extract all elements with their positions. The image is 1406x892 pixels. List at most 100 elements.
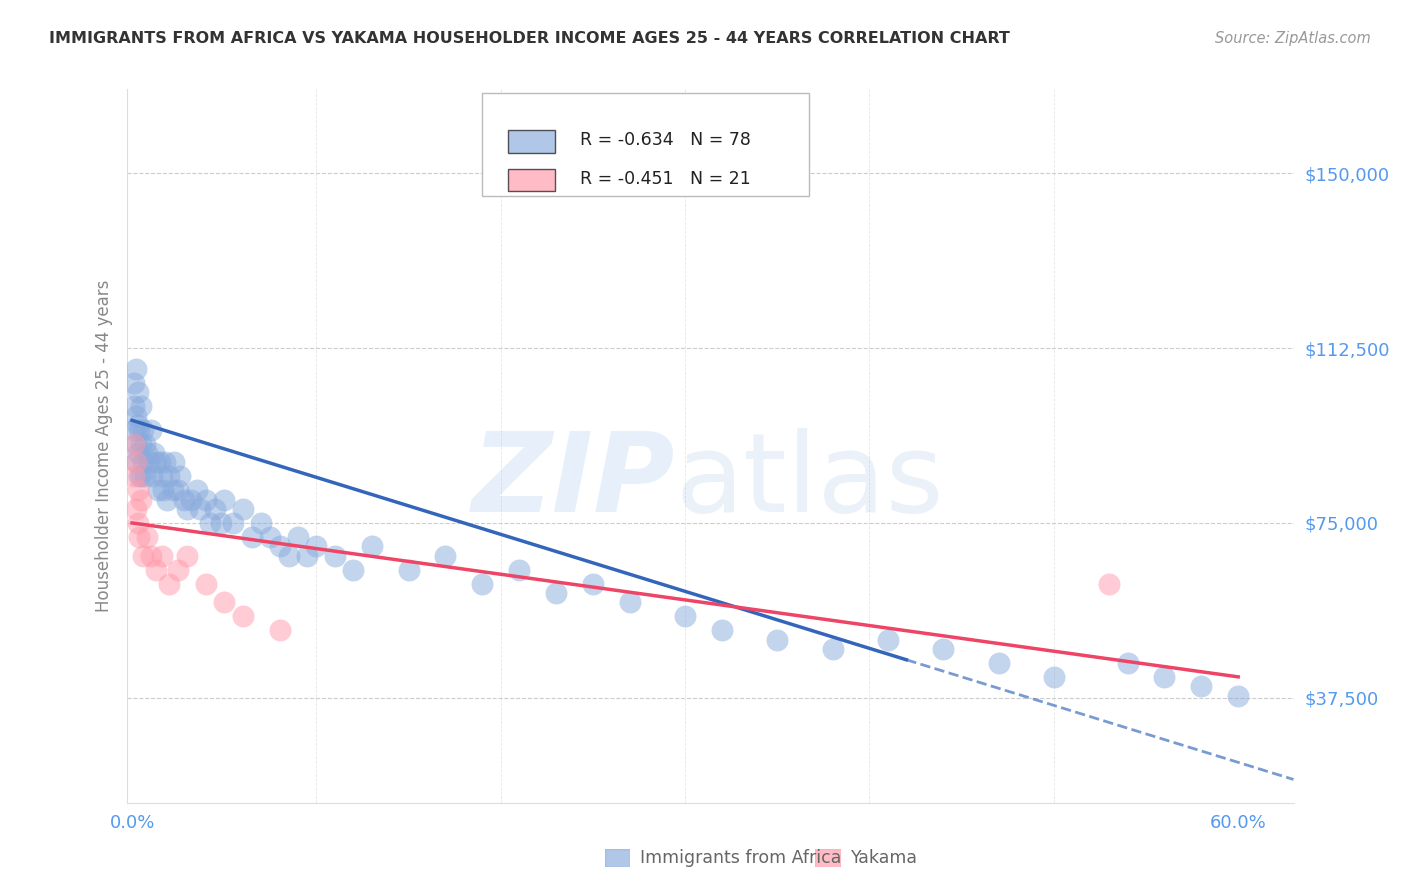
Point [128,423,150,437]
Point [360,539,382,553]
FancyBboxPatch shape [508,130,555,153]
Point [232,502,254,516]
Point [127,417,149,432]
Point [582,576,605,591]
Point [122,400,145,414]
Point [398,563,420,577]
Point [122,423,145,437]
Point [167,563,190,577]
Point [240,530,263,544]
Y-axis label: Householder Income Ages 25 - 44 years: Householder Income Ages 25 - 44 years [94,280,112,612]
Point [1116,656,1139,670]
Point [134,469,156,483]
Point [173,492,195,507]
Point [176,502,198,516]
Point [145,455,167,469]
Point [129,436,152,450]
Point [766,632,789,647]
Point [163,455,186,469]
Text: IMMIGRANTS FROM AFRICA VS YAKAMA HOUSEHOLDER INCOME AGES 25 - 44 YEARS CORRELATI: IMMIGRANTS FROM AFRICA VS YAKAMA HOUSEHO… [49,31,1010,46]
Point [132,455,155,469]
Point [167,483,190,498]
Point [155,455,177,469]
Point [212,595,235,609]
Point [149,455,172,469]
Point [139,549,162,563]
Point [125,455,148,469]
Point [269,539,291,553]
Point [877,632,900,647]
Point [157,469,180,483]
Point [156,492,179,507]
Point [287,530,309,544]
FancyBboxPatch shape [482,93,810,196]
Point [176,549,198,563]
Text: R = -0.634   N = 78: R = -0.634 N = 78 [581,131,751,150]
Point [673,609,696,624]
Point [125,436,148,450]
Text: Immigrants from Africa: Immigrants from Africa [640,849,841,867]
Point [125,362,148,376]
Point [141,469,163,483]
Point [169,469,191,483]
Point [546,586,568,600]
Point [1227,689,1250,703]
Point [145,563,167,577]
Point [508,563,530,577]
Point [129,469,152,483]
Point [129,400,152,414]
Text: Source: ZipAtlas.com: Source: ZipAtlas.com [1215,31,1371,46]
Point [222,516,245,530]
Point [150,469,173,483]
Point [146,483,169,498]
Point [269,624,291,638]
Point [194,576,217,591]
Point [135,446,157,460]
Point [194,492,217,507]
Point [134,436,156,450]
Point [139,423,162,437]
Point [204,502,226,516]
Point [250,516,273,530]
Point [295,549,318,563]
Text: R = -0.451   N = 21: R = -0.451 N = 21 [581,170,751,188]
Point [127,446,149,460]
Point [232,609,254,624]
Point [157,576,180,591]
Point [198,516,221,530]
Point [212,492,235,507]
Point [471,576,494,591]
Point [1043,670,1066,684]
Point [143,446,166,460]
Point [132,549,155,563]
Point [180,492,202,507]
Point [122,469,145,483]
Point [1153,670,1175,684]
Point [821,641,844,656]
Point [342,563,364,577]
Point [186,483,208,498]
Point [305,539,328,553]
Point [128,469,150,483]
Point [150,549,173,563]
Text: Yakama: Yakama [851,849,918,867]
Point [188,502,211,516]
Point [619,595,641,609]
Point [138,455,160,469]
Point [323,549,346,563]
Point [277,549,299,563]
Text: ZIP: ZIP [471,428,675,535]
FancyBboxPatch shape [508,169,555,191]
Point [162,483,184,498]
Point [259,530,281,544]
Point [434,549,457,563]
Point [932,641,955,656]
Point [1189,679,1212,693]
Point [127,516,149,530]
Point [987,656,1010,670]
Point [711,624,734,638]
Point [125,455,148,469]
Point [209,516,232,530]
Point [125,409,148,423]
Point [152,483,174,498]
